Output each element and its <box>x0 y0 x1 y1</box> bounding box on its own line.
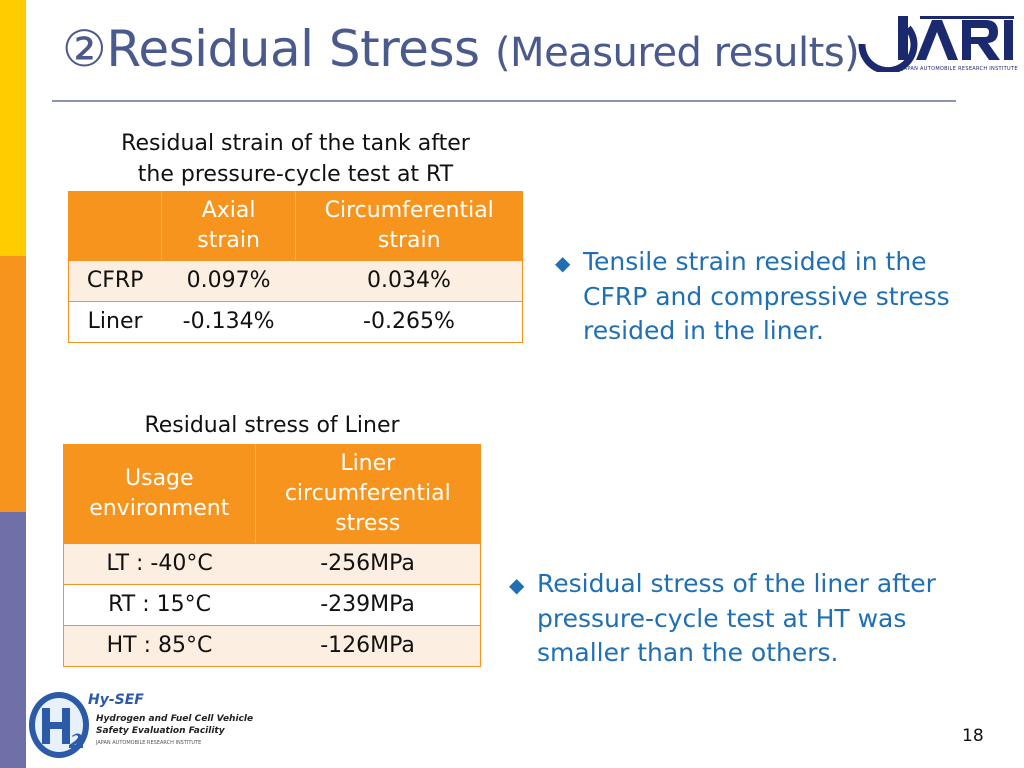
strain-caption-line1: Residual strain of the tank after <box>121 131 470 156</box>
axial-value: -0.134% <box>161 301 296 343</box>
header-empty <box>68 191 162 261</box>
row-label: CFRP <box>68 260 162 302</box>
jari-logo <box>858 10 1018 80</box>
jari-logo-icon <box>858 16 1014 72</box>
env-value: LT : -40°C <box>63 543 256 585</box>
table-row: CFRP 0.097% 0.034% <box>68 260 523 302</box>
diamond-bullet-icon: ◆ <box>555 251 571 275</box>
strain-table-caption: Residual strain of the tank after the pr… <box>68 128 523 190</box>
axial-value: 0.097% <box>161 260 296 302</box>
hysef-logo: Hy-SEF Hydrogen and Fuel Cell Vehicle Sa… <box>28 690 253 762</box>
circ-value: 0.034% <box>295 260 523 302</box>
table-header-row: Axial strain Circumferential strain <box>68 191 523 261</box>
header-circumferential-strain: Circumferential strain <box>295 191 523 261</box>
stress-table-caption: Residual stress of Liner <box>144 413 400 438</box>
side-strip-orange <box>0 256 26 512</box>
page-number: 18 <box>962 726 984 746</box>
hysef-line3: JAPAN AUTOMOBILE RESEARCH INSTITUTE <box>96 740 202 746</box>
row-label: Liner <box>68 301 162 343</box>
title-underline <box>52 100 956 102</box>
stress-value: -239MPa <box>255 584 482 626</box>
env-value: RT : 15°C <box>63 584 256 626</box>
hysef-line1: Hydrogen and Fuel Cell Vehicle <box>96 714 254 724</box>
circ-value: -0.265% <box>295 301 523 343</box>
bullet-text: Residual stress of the liner after press… <box>537 569 936 667</box>
env-value: HT : 85°C <box>63 625 256 667</box>
diamond-bullet-icon: ◆ <box>509 573 525 597</box>
title-main: ②Residual Stress <box>62 20 480 78</box>
table-header-row: Usage environment Liner circumferential … <box>63 444 482 544</box>
strain-caption-line2: the pressure-cycle test at RT <box>137 162 454 187</box>
table-row: LT : -40°C -256MPa <box>63 543 482 585</box>
side-strip-yellow <box>0 0 26 256</box>
slide-title: ②Residual Stress (Measured results) <box>62 20 860 78</box>
stress-value: -256MPa <box>255 543 482 585</box>
header-axial-strain: Axial strain <box>160 191 297 261</box>
hysef-line2: Safety Evaluation Facility <box>96 726 225 736</box>
header-liner-circumferential-stress: Liner circumferential stress <box>254 444 482 544</box>
bullet-stress-note: ◆ Residual stress of the liner after pres… <box>509 567 977 670</box>
table-row: HT : 85°C -126MPa <box>63 625 482 667</box>
side-strip-purple <box>0 512 26 768</box>
table-row: RT : 15°C -239MPa <box>63 584 482 626</box>
hysef-h2-logo-icon <box>29 692 89 758</box>
bullet-strain-note: ◆ Tensile strain resided in the CFRP and … <box>555 245 993 348</box>
stress-value: -126MPa <box>255 625 482 667</box>
hysef-name: Hy-SEF <box>88 692 144 708</box>
title-sub: (Measured results) <box>494 30 860 76</box>
residual-strain-table: Axial strain Circumferential strain CFRP… <box>68 191 523 343</box>
bullet-text: Tensile strain resided in the CFRP and c… <box>583 247 950 345</box>
residual-stress-table: Usage environment Liner circumferential … <box>63 444 482 667</box>
header-usage-environment: Usage environment <box>63 444 256 544</box>
jari-logo-subtitle: JAPAN AUTOMOBILE RESEARCH INSTITUTE <box>902 66 1018 72</box>
table-row: Liner -0.134% -0.265% <box>68 301 523 343</box>
